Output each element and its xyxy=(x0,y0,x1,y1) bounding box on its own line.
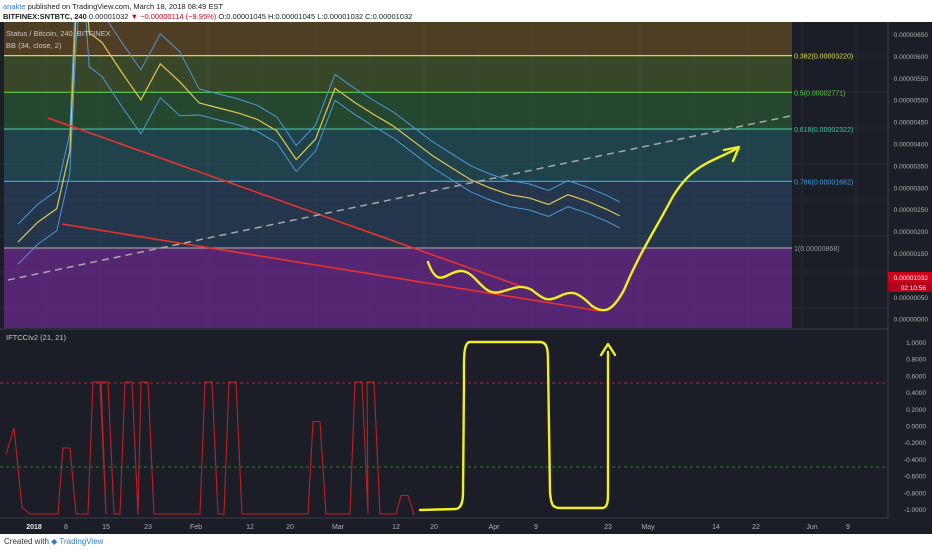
time-tick-label: 20 xyxy=(286,524,294,531)
fib-zone xyxy=(4,129,792,182)
oscillator-axis[interactable]: 1.0000 0.8000 0.6000 0.4000 0.2000 0.0000 -0.2… xyxy=(904,340,926,514)
time-tick-label: 9 xyxy=(534,524,538,531)
osc-tick-label: 0.4000 xyxy=(906,390,926,397)
time-tick-label: Feb xyxy=(190,524,202,531)
time-tick-label: 22 xyxy=(752,524,760,531)
time-tick-label: 12 xyxy=(246,524,254,531)
osc-tick-label: 0.6000 xyxy=(906,373,926,380)
osc-tick-label: 1.0000 xyxy=(906,340,926,347)
fib-level-label: 0.5(0.00002771) xyxy=(794,90,845,97)
price-axis[interactable]: 0.00000650 0.00000600 0.00000550 0.00000500… xyxy=(887,22,932,518)
osc-tick-label: 0.0000 xyxy=(906,424,926,431)
fib-level-label: 1(0.00000868) xyxy=(794,246,840,253)
fib-zone xyxy=(4,92,792,130)
fib-level-label: 0.382(0.00003220) xyxy=(794,54,853,61)
oscillator-pane xyxy=(0,340,888,515)
trend-lines xyxy=(7,115,791,312)
price-tick-label: 0.00000250 xyxy=(894,207,929,214)
price-tick-label: 0.00000400 xyxy=(894,142,929,149)
oscillator-line xyxy=(5,381,415,515)
price-tick-label: 0.00000500 xyxy=(894,98,929,105)
time-tick-label: 23 xyxy=(144,524,152,531)
symbol-line: BITFINEX:SNTBTC, 240 0.00001032 ▼ −0.000… xyxy=(3,12,412,21)
time-tick-label: 9 xyxy=(846,524,850,531)
time-tick-label: 15 xyxy=(102,524,110,531)
chart-title: Status / Bitcoin, 240, BITFINEX xyxy=(6,29,111,38)
fib-zone xyxy=(4,22,792,56)
osc-tick-label: -0.8000 xyxy=(904,490,926,497)
fib-level-label: 0.618(0.00002322) xyxy=(794,127,853,134)
chart-header: anakte published on TradingView.com, Mar… xyxy=(0,0,932,22)
author-link[interactable]: anakte xyxy=(3,2,26,11)
dashed-trend-line[interactable] xyxy=(7,115,791,281)
time-tick-label: 2018 xyxy=(26,524,42,531)
price-tick-label: 0.00000300 xyxy=(894,185,929,192)
ohlc-values: O:0.00001045 H:0.00001045 L:0.00001032 C… xyxy=(218,12,413,21)
chart-legend: Status / Bitcoin, 240, BITFINEX BB (34, … xyxy=(6,29,111,342)
price-tick-label: 0.00000650 xyxy=(894,32,929,39)
price-tick-label: 0.00000000 xyxy=(894,317,929,324)
tradingview-logo-icon: ◆ xyxy=(51,537,58,546)
price-series xyxy=(17,22,620,243)
time-tick-label: Mar xyxy=(332,524,345,531)
price-tick-label: 0.00000600 xyxy=(894,54,929,61)
last-price: 0.00001032 xyxy=(88,12,129,21)
upper-wedge-line[interactable] xyxy=(47,117,521,287)
tradingview-link[interactable]: TradingView xyxy=(59,537,104,546)
indicator-label: BB (34, close, 2) xyxy=(6,41,62,50)
price-tick-label: 0.00000150 xyxy=(894,251,929,258)
last-price-tag: 0.00001032 xyxy=(894,275,929,282)
osc-tick-label: -0.4000 xyxy=(904,457,926,464)
fib-level-label: 0.786(0.00001682) xyxy=(794,179,853,186)
osc-tick-label: 0.2000 xyxy=(906,407,926,414)
price-line xyxy=(17,22,620,243)
time-tick-label: May xyxy=(641,524,655,531)
lower-wedge-line[interactable] xyxy=(61,223,601,312)
time-tick-label: Apr xyxy=(489,524,501,531)
fib-zones: 0(0.00004674)0.236(0.00003776)0.382(0.00… xyxy=(4,22,853,328)
osc-tick-label: -1.0000 xyxy=(904,507,926,514)
projection-path[interactable] xyxy=(426,146,740,312)
bb-lower xyxy=(17,22,620,265)
bollinger-bands xyxy=(17,22,620,265)
osc-arrowhead-icon xyxy=(599,342,617,357)
price-tick-label: 0.00000350 xyxy=(894,163,929,170)
oscillator-label: IFTCCIv2 (21, 21) xyxy=(6,333,67,342)
time-tick-label: 23 xyxy=(604,524,612,531)
footer: Created with ◆ TradingView xyxy=(0,534,932,550)
osc-tick-label: 0.8000 xyxy=(906,357,926,364)
countdown-tag: 02:10:56 xyxy=(901,285,927,292)
projection-arrowhead-icon xyxy=(722,145,741,163)
time-tick-label: 8 xyxy=(64,524,68,531)
down-arrow-icon: ▼ xyxy=(130,12,139,21)
price-tick-label: 0.00000450 xyxy=(894,120,929,127)
price-change: −0.00000114 (−9.95%) xyxy=(140,12,217,21)
fib-zone-extension xyxy=(4,247,792,328)
symbol-name: BITFINEX:SNTBTC, 240 xyxy=(3,12,87,21)
chart-canvas[interactable]: 0(0.00004674)0.236(0.00003776)0.382(0.00… xyxy=(0,22,932,534)
countdown-badge xyxy=(888,282,932,292)
created-with-label: Created with xyxy=(4,537,49,546)
publish-line: anakte published on TradingView.com, Mar… xyxy=(3,2,223,11)
publish-info: published on TradingView.com, March 18, … xyxy=(27,2,224,11)
last-price-badge xyxy=(888,272,932,282)
time-tick-label: 20 xyxy=(430,524,438,531)
fib-zone xyxy=(4,181,792,248)
time-tick-label: 12 xyxy=(392,524,400,531)
projection-oscillator-path[interactable] xyxy=(418,340,610,512)
price-tick-label: 0.00000550 xyxy=(894,76,929,83)
bb-upper xyxy=(17,22,620,225)
time-tick-label: 14 xyxy=(712,524,720,531)
price-tick-label: 0.00000200 xyxy=(894,229,929,236)
osc-tick-label: -0.6000 xyxy=(904,474,926,481)
time-axis[interactable]: 2018 8 15 23 Feb 12 20 Mar 12 20 Apr 9 23 May 14 22 Jun 9 xyxy=(0,517,932,534)
time-tick-label: Jun xyxy=(806,524,817,531)
osc-tick-label: -0.2000 xyxy=(904,440,926,447)
price-tick-label: 0.00000050 xyxy=(894,295,929,302)
